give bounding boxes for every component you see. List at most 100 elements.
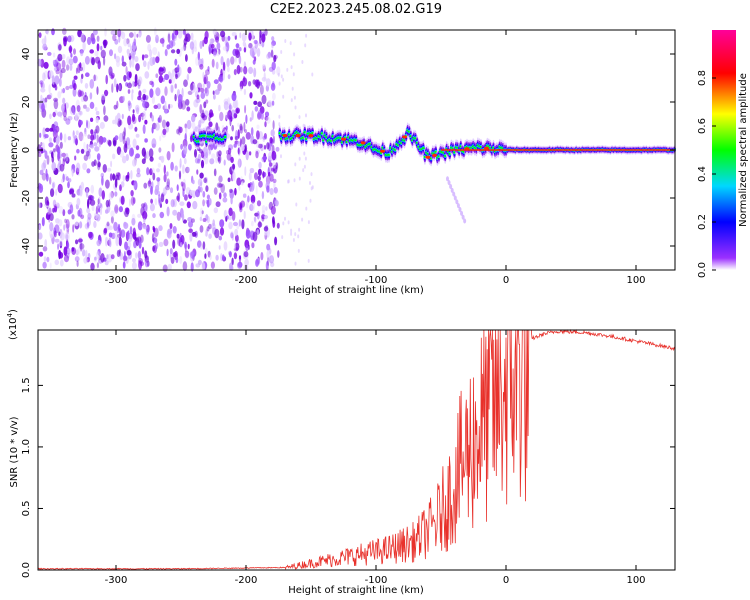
noise-speck [172, 239, 176, 249]
noise-speck [227, 110, 233, 120]
noise-speck [73, 48, 76, 55]
noise-speck [131, 49, 136, 56]
noise-speck [165, 185, 171, 191]
noise-speck [298, 176, 301, 181]
noise-speck [250, 127, 254, 136]
noise-speck [155, 73, 159, 78]
noise-speck [228, 207, 233, 217]
noise-speck [272, 178, 277, 183]
noise-speck [54, 259, 60, 266]
noise-speck [49, 176, 52, 185]
noise-speck [87, 134, 91, 139]
noise-speck [191, 114, 196, 123]
noise-speck [154, 242, 159, 250]
noise-speck [59, 141, 63, 149]
noise-speck [191, 231, 197, 237]
noise-speck [93, 74, 96, 82]
noise-speck [182, 261, 188, 272]
noise-speck [162, 128, 167, 136]
noise-speck [74, 221, 79, 227]
noise-speck [204, 87, 210, 97]
noise-speck [41, 82, 45, 90]
noise-speck [301, 217, 304, 222]
noise-speck [149, 168, 153, 176]
noise-speck [180, 242, 183, 248]
noise-speck [275, 162, 278, 170]
noise-speck [261, 191, 265, 200]
noise-speck [46, 155, 50, 165]
noise-speck [87, 194, 93, 201]
noise-speck [175, 73, 178, 80]
noise-speck [94, 50, 99, 57]
noise-speck [96, 239, 101, 247]
noise-speck [266, 185, 270, 193]
noise-speck [39, 132, 42, 138]
noise-speck [57, 183, 63, 194]
noise-speck [229, 262, 233, 271]
noise-speck [265, 206, 268, 211]
noise-speck [206, 226, 210, 232]
noise-speck [215, 155, 219, 164]
noise-speck [121, 61, 127, 67]
noise-speck [150, 198, 154, 204]
noise-speck [81, 73, 84, 80]
noise-speck [153, 27, 157, 36]
noise-speck [231, 257, 234, 266]
noise-speck [167, 263, 172, 271]
noise-speck [54, 84, 58, 91]
noise-speck [242, 40, 246, 47]
noise-speck [225, 114, 228, 122]
noise-speck [79, 242, 83, 252]
x-tick-label: 0 [503, 575, 509, 586]
noise-speck [87, 36, 92, 46]
noise-speck [201, 210, 204, 215]
noise-speck [133, 38, 137, 46]
noise-speck [176, 128, 180, 135]
noise-speck [78, 131, 84, 142]
noise-speck [80, 49, 84, 57]
noise-speck [113, 78, 117, 88]
noise-speck [227, 66, 230, 73]
noise-speck [72, 55, 78, 64]
noise-speck [164, 73, 170, 81]
noise-speck [103, 227, 108, 234]
noise-speck [245, 114, 248, 124]
noise-speck [67, 181, 70, 189]
noise-speck [69, 45, 72, 54]
noise-speck [273, 187, 278, 194]
y-tick-label: 40 [21, 48, 32, 61]
noise-speck [195, 97, 201, 104]
noise-speck [304, 43, 307, 48]
noise-speck [236, 64, 241, 75]
noise-speck [143, 151, 147, 161]
noise-speck [182, 164, 185, 174]
noise-speck [278, 81, 281, 86]
noise-speck [128, 32, 134, 38]
ridge-cell [421, 147, 425, 150]
noise-speck [62, 97, 66, 105]
noise-speck [243, 251, 249, 258]
noise-speck [231, 124, 234, 132]
noise-speck [110, 216, 114, 224]
noise-speck [90, 184, 95, 194]
noise-speck [74, 155, 77, 161]
noise-speck [222, 71, 225, 81]
noise-speck [202, 199, 206, 207]
noise-speck [237, 158, 242, 168]
noise-speck [65, 152, 69, 162]
noise-speck [202, 241, 206, 250]
noise-speck [133, 31, 137, 39]
noise-speck [93, 220, 97, 228]
noise-speck [92, 74, 98, 82]
noise-speck [82, 41, 86, 51]
noise-speck [90, 117, 94, 123]
noise-speck [194, 126, 198, 132]
noise-speck [263, 226, 269, 232]
ridge-cell [456, 203, 460, 209]
noise-speck [227, 177, 231, 183]
noise-speck [45, 214, 50, 220]
noise-speck [205, 99, 209, 104]
noise-speck [264, 215, 268, 220]
noise-speck [256, 47, 261, 57]
